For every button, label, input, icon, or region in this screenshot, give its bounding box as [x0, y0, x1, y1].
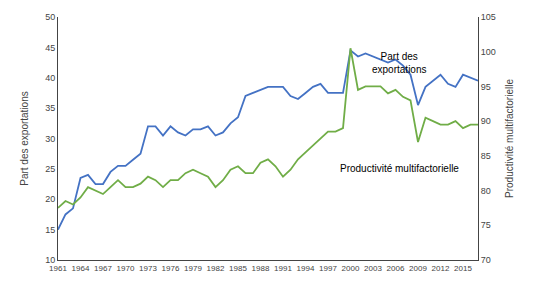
- svg-text:1961: 1961: [49, 264, 67, 273]
- svg-text:1973: 1973: [139, 264, 157, 273]
- svg-text:2006: 2006: [387, 264, 405, 273]
- svg-text:80: 80: [481, 186, 491, 196]
- svg-text:1979: 1979: [184, 264, 202, 273]
- svg-text:95: 95: [481, 82, 491, 92]
- svg-text:70: 70: [481, 255, 491, 265]
- svg-text:1964: 1964: [72, 264, 90, 273]
- svg-text:40: 40: [45, 73, 55, 83]
- svg-text:35: 35: [45, 103, 55, 113]
- svg-text:Part des exportations: Part des exportations: [19, 91, 30, 186]
- svg-text:105: 105: [481, 12, 496, 22]
- svg-text:1991: 1991: [274, 264, 292, 273]
- svg-text:2015: 2015: [454, 264, 472, 273]
- svg-text:1985: 1985: [229, 264, 247, 273]
- svg-text:20: 20: [45, 194, 55, 204]
- svg-text:1967: 1967: [94, 264, 112, 273]
- svg-text:1988: 1988: [252, 264, 270, 273]
- svg-text:15: 15: [45, 225, 55, 235]
- svg-text:Productivité multifactorielle: Productivité multifactorielle: [340, 163, 459, 174]
- svg-text:1970: 1970: [117, 264, 135, 273]
- svg-text:2003: 2003: [364, 264, 382, 273]
- svg-text:25: 25: [45, 164, 55, 174]
- svg-text:10: 10: [45, 255, 55, 265]
- svg-text:90: 90: [481, 116, 491, 126]
- svg-text:45: 45: [45, 43, 55, 53]
- svg-text:30: 30: [45, 134, 55, 144]
- svg-text:2012: 2012: [432, 264, 450, 273]
- svg-text:1976: 1976: [162, 264, 180, 273]
- svg-text:75: 75: [481, 220, 491, 230]
- svg-text:100: 100: [481, 47, 496, 57]
- svg-text:1994: 1994: [297, 264, 315, 273]
- svg-text:Productivité multifactorielle: Productivité multifactorielle: [504, 79, 515, 198]
- svg-text:85: 85: [481, 151, 491, 161]
- svg-text:2000: 2000: [342, 264, 360, 273]
- svg-text:1997: 1997: [319, 264, 337, 273]
- svg-text:Part desexportations: Part desexportations: [372, 51, 426, 75]
- svg-text:1982: 1982: [207, 264, 225, 273]
- svg-text:2009: 2009: [409, 264, 427, 273]
- svg-text:50: 50: [45, 12, 55, 22]
